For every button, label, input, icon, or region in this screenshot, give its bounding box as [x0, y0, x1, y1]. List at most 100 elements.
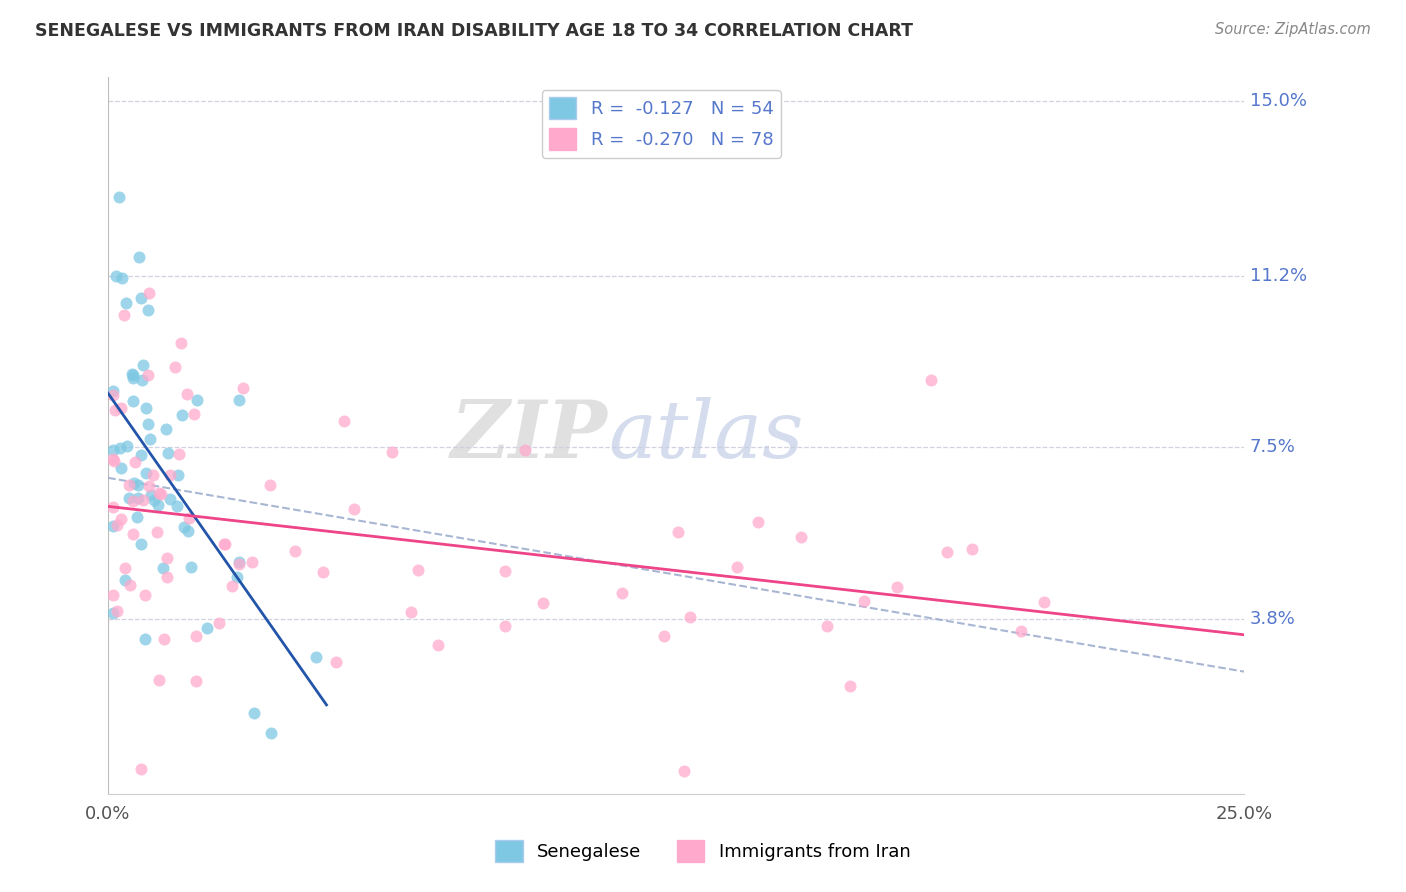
Point	[226, 570, 249, 584]
Point	[103, 500, 125, 515]
Point	[146, 524, 169, 539]
Point	[853, 594, 876, 608]
Point	[153, 632, 176, 646]
Point	[122, 368, 145, 383]
Point	[135, 401, 157, 416]
Point	[259, 477, 281, 491]
Point	[117, 491, 139, 506]
Point	[177, 511, 200, 525]
Point	[839, 679, 862, 693]
Point	[104, 269, 127, 284]
Point	[666, 524, 689, 539]
Point	[114, 295, 136, 310]
Point	[170, 408, 193, 422]
Point	[212, 537, 235, 551]
Text: SENEGALESE VS IMMIGRANTS FROM IRAN DISABILITY AGE 18 TO 34 CORRELATION CHART: SENEGALESE VS IMMIGRANTS FROM IRAN DISAB…	[35, 22, 912, 40]
Point	[110, 441, 132, 455]
Point	[935, 545, 957, 559]
Point	[195, 622, 218, 636]
Point	[176, 386, 198, 401]
Point	[284, 544, 307, 558]
Legend: R =  -0.127   N = 54, R =  -0.270   N = 78: R = -0.127 N = 54, R = -0.270 N = 78	[541, 90, 780, 158]
Text: atlas: atlas	[607, 397, 803, 475]
Point	[186, 393, 208, 408]
Point	[131, 374, 153, 388]
Point	[790, 530, 813, 544]
Point	[101, 443, 124, 458]
Point	[159, 491, 181, 506]
Point	[426, 639, 449, 653]
Point	[311, 565, 333, 579]
Point	[1010, 624, 1032, 638]
Text: 7.5%: 7.5%	[1250, 439, 1295, 457]
Point	[142, 467, 165, 482]
Point	[325, 655, 347, 669]
Point	[101, 518, 124, 533]
Point	[148, 486, 170, 500]
Point	[240, 555, 263, 569]
Point	[132, 359, 155, 373]
Point	[167, 467, 190, 482]
Point	[381, 444, 404, 458]
Point	[127, 491, 149, 506]
Point	[228, 555, 250, 569]
Point	[141, 488, 163, 502]
Point	[155, 422, 177, 436]
Point	[131, 449, 153, 463]
Point	[170, 336, 193, 351]
Point	[129, 537, 152, 551]
Point	[149, 486, 172, 500]
Point	[103, 454, 125, 468]
Point	[652, 629, 675, 643]
Point	[122, 494, 145, 508]
Text: ZIP: ZIP	[451, 397, 607, 475]
Point	[399, 605, 422, 619]
Point	[343, 502, 366, 516]
Point	[132, 493, 155, 508]
Point	[105, 604, 128, 618]
Point	[127, 477, 149, 491]
Point	[128, 250, 150, 264]
Point	[112, 308, 135, 322]
Point	[815, 619, 838, 633]
Point	[118, 478, 141, 492]
Point	[1033, 595, 1056, 609]
Point	[180, 560, 202, 574]
Text: 11.2%: 11.2%	[1250, 268, 1306, 285]
Point	[101, 388, 124, 402]
Point	[495, 565, 517, 579]
Point	[610, 586, 633, 600]
Point	[129, 291, 152, 305]
Point	[157, 446, 180, 460]
Point	[104, 403, 127, 417]
Point	[406, 563, 429, 577]
Point	[134, 588, 156, 602]
Point	[214, 537, 236, 551]
Point	[305, 650, 328, 665]
Point	[165, 359, 187, 374]
Point	[138, 285, 160, 300]
Point	[333, 414, 356, 428]
Legend: Senegalese, Immigrants from Iran: Senegalese, Immigrants from Iran	[488, 833, 918, 870]
Point	[183, 407, 205, 421]
Point	[122, 475, 145, 490]
Point	[725, 559, 748, 574]
Point	[134, 632, 156, 646]
Point	[108, 189, 131, 203]
Point	[115, 439, 138, 453]
Point	[107, 518, 129, 533]
Point	[232, 382, 254, 396]
Point	[146, 498, 169, 512]
Point	[177, 524, 200, 538]
Point	[920, 373, 942, 387]
Point	[243, 706, 266, 720]
Point	[125, 510, 148, 524]
Text: Source: ZipAtlas.com: Source: ZipAtlas.com	[1215, 22, 1371, 37]
Point	[173, 520, 195, 534]
Point	[747, 516, 769, 530]
Point	[110, 512, 132, 526]
Point	[111, 271, 134, 285]
Point	[122, 370, 145, 384]
Point	[156, 570, 179, 584]
Point	[159, 467, 181, 482]
